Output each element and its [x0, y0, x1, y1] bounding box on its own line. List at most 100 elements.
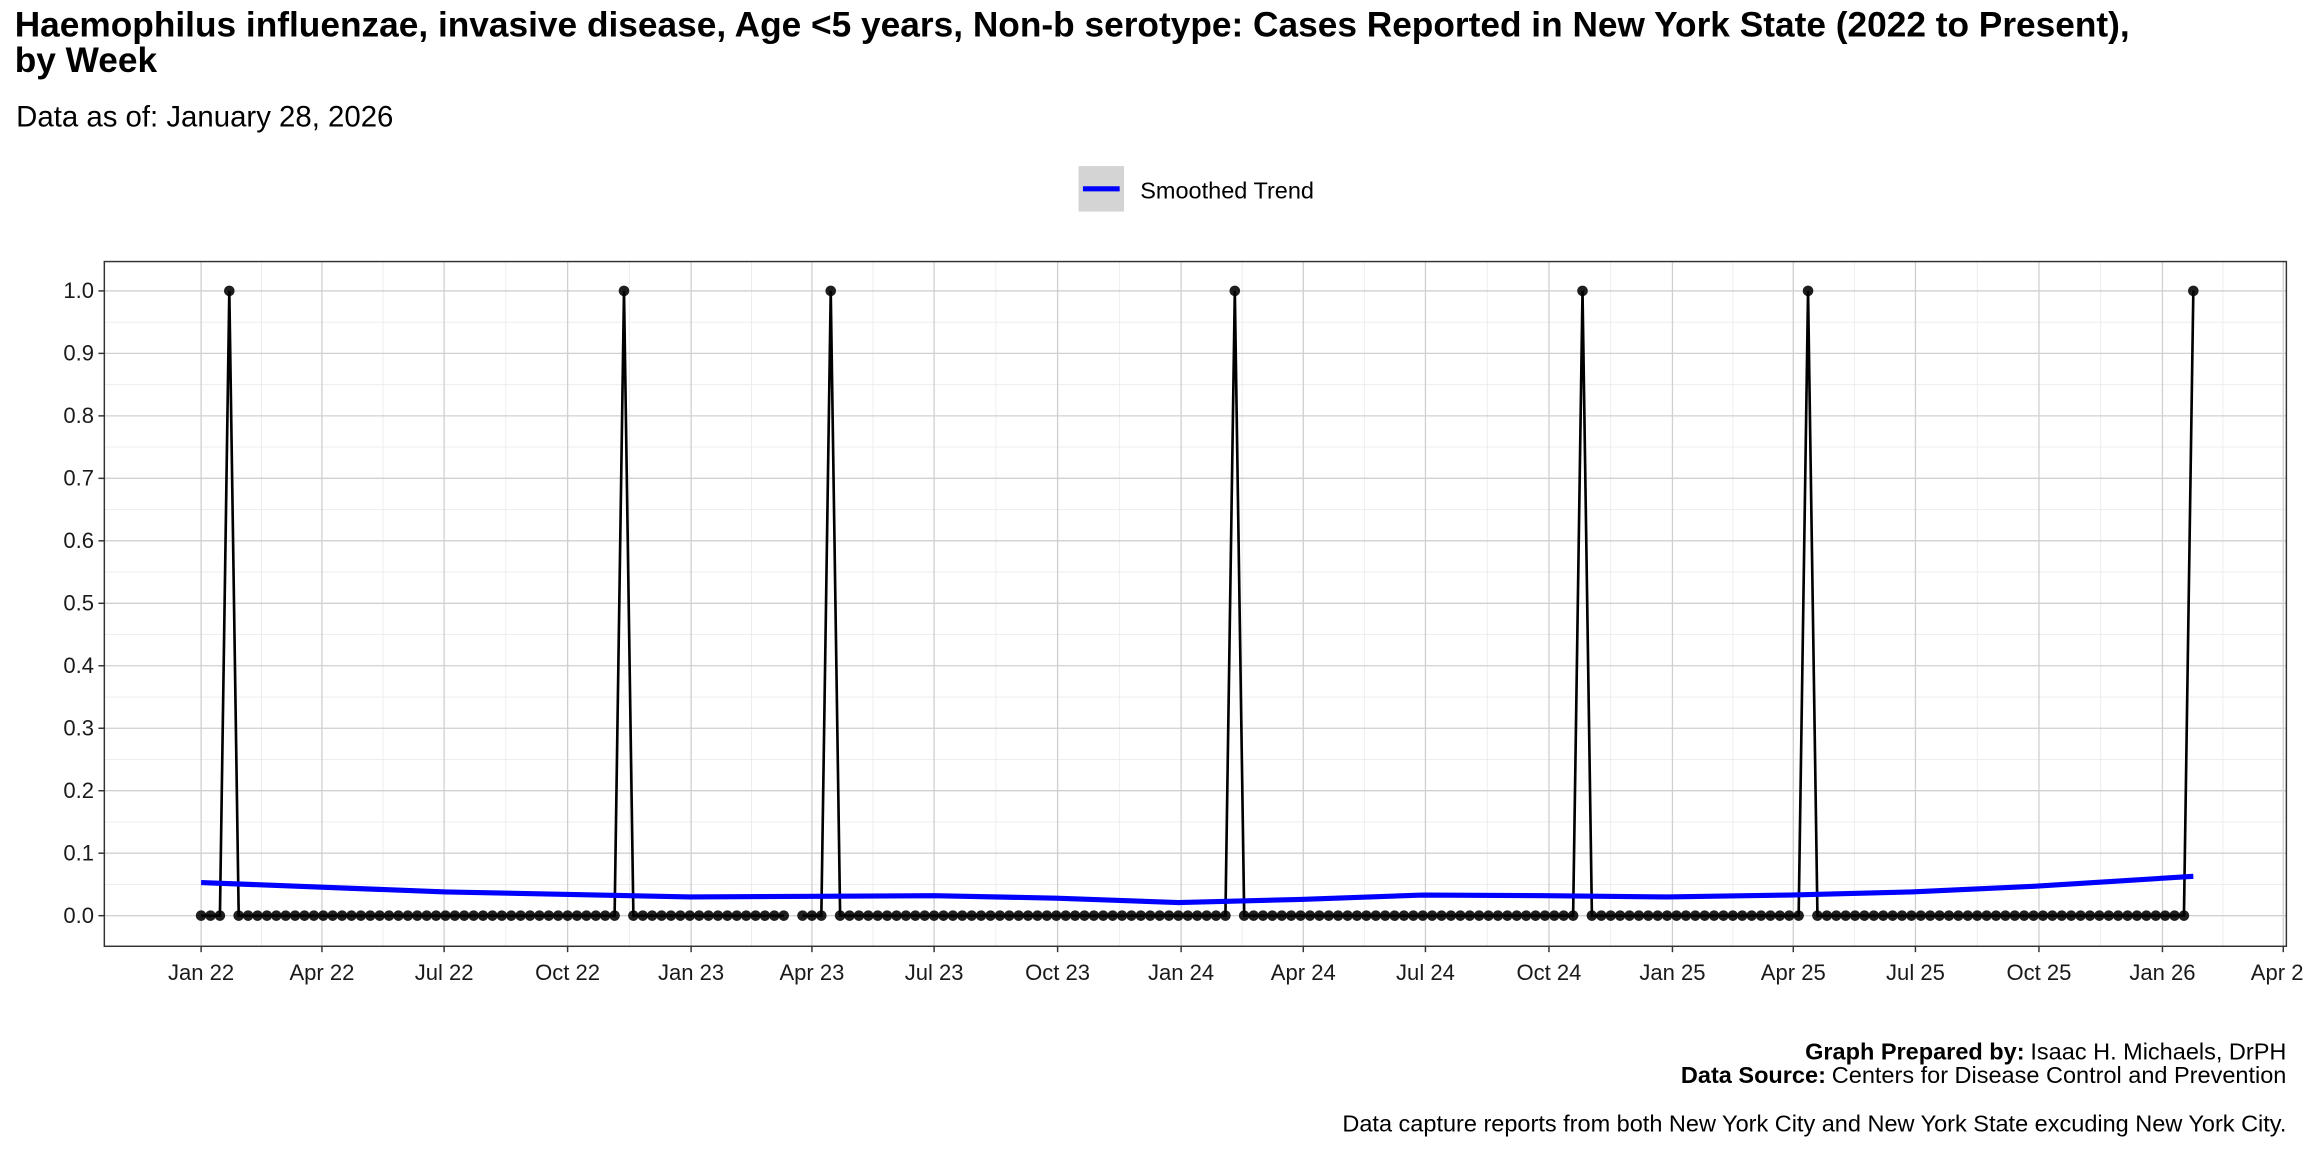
data-point [1436, 910, 1447, 921]
data-point [637, 910, 649, 921]
data-point [327, 910, 338, 921]
data-point [1201, 910, 1212, 921]
data-point [411, 910, 423, 921]
data-point [1276, 910, 1288, 921]
data-point [552, 910, 564, 921]
data-point [806, 910, 818, 921]
x-tick-label: Jul 25 [1886, 960, 1945, 985]
data-point [1971, 910, 1983, 921]
data-point [440, 910, 451, 921]
data-point [1389, 910, 1400, 921]
data-point [242, 910, 254, 921]
data-point [1342, 910, 1353, 921]
data-point [581, 910, 592, 921]
data-point [534, 910, 545, 921]
data-point [675, 910, 686, 921]
data-point [1530, 910, 1541, 921]
data-point [1511, 910, 1523, 921]
data-point [317, 910, 329, 921]
data-point [543, 910, 555, 921]
data-point [195, 910, 207, 921]
data-point [383, 910, 395, 921]
data-point [703, 910, 714, 921]
data-point [393, 910, 404, 921]
legend: Smoothed Trend [1078, 166, 1314, 212]
data-point [975, 910, 987, 921]
x-tick-label: Jan 24 [1148, 960, 1214, 985]
data-point [1060, 910, 1071, 921]
data-point [224, 285, 235, 297]
data-point [853, 910, 865, 921]
x-tick-label: Jan 22 [168, 960, 234, 985]
data-point [966, 910, 977, 921]
caption-label: Graph Prepared by: [1805, 1038, 2024, 1064]
data-point [477, 910, 489, 921]
data-point [1445, 910, 1457, 921]
data-point [1520, 910, 1532, 921]
data-point [994, 910, 1006, 921]
data-point [1361, 910, 1372, 921]
x-tick-label: Oct 24 [1517, 960, 1582, 985]
data-point [2188, 285, 2199, 297]
data-point [2122, 910, 2133, 921]
data-point [947, 910, 959, 921]
data-point [1661, 910, 1673, 921]
y-tick-label: 0.1 [63, 841, 94, 866]
data-point [1708, 910, 1720, 921]
data-point [280, 910, 291, 921]
x-tick-label: Oct 23 [1025, 960, 1090, 985]
caption-line: Data Source: Centers for Disease Control … [1681, 1062, 2286, 1088]
data-point [458, 910, 470, 921]
data-point [1953, 910, 1964, 921]
x-tick-label: Apr 23 [779, 960, 844, 985]
data-point [1248, 910, 1259, 921]
data-point [1050, 910, 1062, 921]
data-point [1107, 910, 1118, 921]
data-point [2094, 910, 2105, 921]
y-tick-label: 0.9 [63, 341, 94, 366]
y-tick-label: 0.3 [63, 716, 94, 741]
data-point [2169, 910, 2180, 921]
x-tick-label: Jul 24 [1396, 960, 1455, 985]
data-point [1821, 910, 1833, 921]
data-point [891, 910, 902, 921]
data-point [1549, 910, 1560, 921]
data-point [1689, 910, 1701, 921]
data-point [1624, 910, 1635, 921]
data-point [590, 910, 602, 921]
data-point [1633, 910, 1645, 921]
data-point [346, 910, 357, 921]
data-point [1379, 910, 1391, 921]
data-point [2075, 910, 2086, 921]
data-point [1116, 910, 1128, 921]
data-point [1868, 910, 1880, 921]
data-point [1126, 910, 1137, 921]
data-point [1003, 910, 1015, 921]
title-box: Haemophilus influenzae, invasive disease… [15, 9, 2130, 79]
data-point [1793, 910, 1804, 921]
caption-line: Graph Prepared by: Isaac H. Michaels, DrP… [1805, 1038, 2286, 1064]
data-point [1408, 910, 1419, 921]
data-point [957, 910, 968, 921]
data-point [2037, 910, 2049, 921]
data-point [205, 910, 216, 921]
data-point [421, 910, 432, 921]
y-tick-label: 0.7 [63, 466, 94, 491]
data-point [628, 910, 639, 921]
data-point [1173, 910, 1184, 921]
data-point [2018, 910, 2030, 921]
y-tick-label: 0.6 [63, 528, 94, 553]
data-point [1097, 910, 1109, 921]
data-point [355, 910, 367, 921]
data-point [731, 910, 743, 921]
data-point [374, 910, 385, 921]
data-point [1812, 910, 1823, 921]
data-point [1915, 910, 1927, 921]
x-tick-label: Jan 26 [2129, 960, 2195, 985]
data-point [693, 910, 705, 921]
data-point [985, 910, 996, 921]
data-point [740, 910, 752, 921]
y-tick-label: 0.2 [63, 778, 94, 803]
data-point [1943, 910, 1955, 921]
